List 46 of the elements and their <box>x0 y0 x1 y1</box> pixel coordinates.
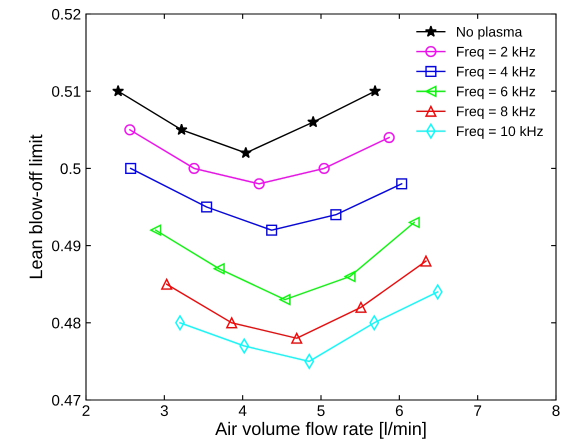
x-tick-label: 3 <box>160 405 168 416</box>
y-tick-label: 0.5 <box>60 163 80 174</box>
x-tick-label: 2 <box>82 405 90 416</box>
legend-label: Freq = 8 kHz <box>457 106 536 120</box>
x-tick-label: 5 <box>317 405 325 416</box>
y-axis-title: Lean blow-off limit <box>29 134 42 278</box>
point <box>240 146 252 158</box>
x-tick-label: 6 <box>396 405 403 416</box>
point <box>318 162 330 174</box>
point <box>420 255 432 267</box>
y-tick-label: 0.51 <box>52 86 80 97</box>
point <box>176 124 188 135</box>
legend-label: Freq = 4 kHz <box>457 66 536 80</box>
point <box>201 201 212 213</box>
y-tick-label: 0.49 <box>52 240 80 252</box>
point <box>396 178 408 190</box>
point <box>384 132 395 144</box>
x-axis-title: Air volume flow rate [l/min] <box>215 422 426 439</box>
y-tick-label: 0.48 <box>52 318 80 328</box>
point <box>112 84 124 96</box>
point <box>150 224 162 236</box>
point <box>188 162 200 174</box>
point <box>226 317 238 328</box>
point <box>161 278 172 290</box>
x-tick-label: 4 <box>238 405 246 416</box>
point <box>355 302 367 313</box>
y-tick-label: 0.47 <box>52 394 80 406</box>
legend-label: No plasma <box>457 26 522 40</box>
point <box>214 263 225 274</box>
point <box>369 84 382 96</box>
point <box>408 216 420 228</box>
point <box>254 178 265 190</box>
y-tick-label: 0.52 <box>52 8 80 20</box>
x-tick-label: 8 <box>552 405 560 416</box>
point <box>279 294 291 306</box>
legend-label: Freq = 2 kHz <box>457 46 536 60</box>
x-tick-label: 7 <box>474 405 482 416</box>
point <box>125 162 136 174</box>
legend-label: Freq = 10 kHz <box>457 126 543 139</box>
point <box>266 224 278 236</box>
point <box>307 116 320 128</box>
point <box>330 209 342 220</box>
legend-label: Freq = 6 kHz <box>457 86 536 100</box>
point <box>344 270 356 282</box>
point <box>124 124 136 136</box>
point <box>291 332 302 344</box>
